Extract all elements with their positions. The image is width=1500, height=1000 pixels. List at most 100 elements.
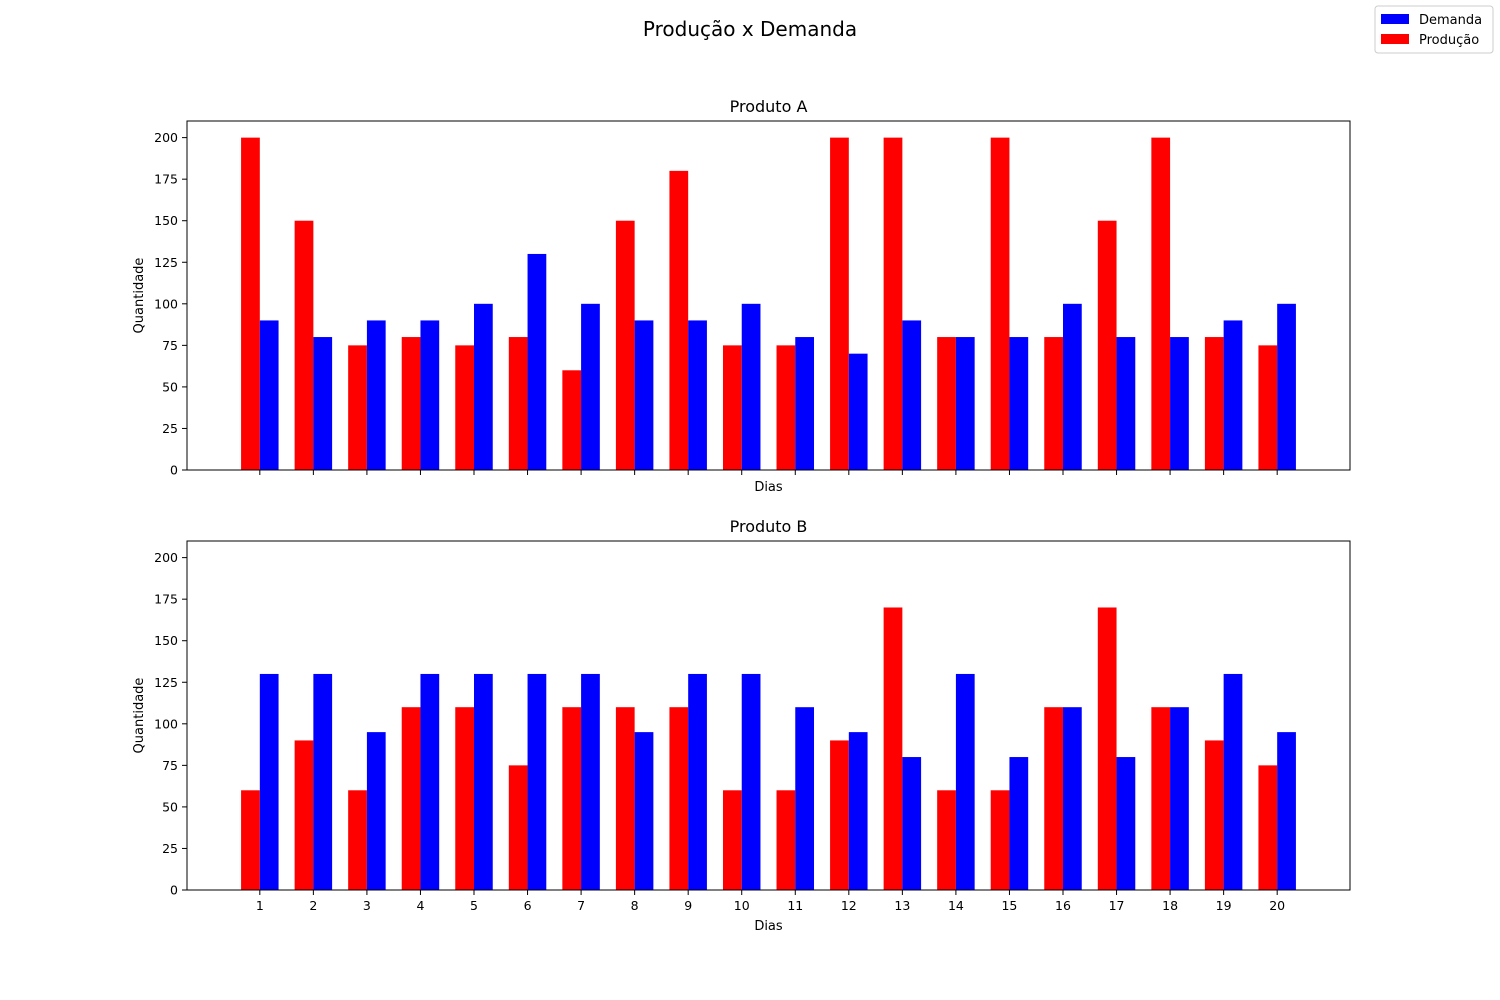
x-tick-label: 17	[1109, 898, 1125, 913]
x-tick-label: 8	[631, 898, 639, 913]
bar-producao-day-7	[562, 370, 582, 470]
bar-demanda-day-15	[1009, 757, 1029, 890]
bar-producao-day-8	[615, 707, 635, 890]
bar-producao-day-18	[1151, 137, 1171, 470]
x-tick-label: 12	[841, 898, 857, 913]
bar-producao-day-9	[669, 707, 689, 890]
subplot-title: Produto A	[730, 97, 808, 116]
bar-producao-day-16	[1044, 707, 1063, 890]
y-tick-label: 150	[154, 633, 178, 648]
bar-producao-day-9	[669, 170, 689, 471]
x-tick-label: 19	[1216, 898, 1232, 913]
bar-producao-day-14	[937, 790, 956, 890]
x-tick-label: 6	[524, 898, 532, 913]
bar-producao-day-3	[348, 790, 367, 890]
bar-producao-day-16	[1044, 337, 1063, 470]
bar-demanda-day-5	[474, 303, 493, 470]
bar-demanda-day-9	[688, 320, 707, 470]
bar-producao-day-2	[294, 740, 314, 890]
y-tick-label: 0	[170, 883, 178, 898]
x-tick-label: 18	[1162, 898, 1178, 913]
bar-producao-day-3	[348, 345, 367, 470]
y-tick-label: 100	[154, 716, 178, 731]
x-tick-label: 16	[1055, 898, 1071, 913]
y-tick-label: 200	[154, 130, 178, 145]
subplot-produto-a: 0 25 50 75 100 125 150 175 200 Produto A Dias Quant…	[132, 97, 1351, 495]
bar-demanda-day-17	[1116, 757, 1136, 890]
bar-demanda-day-3	[366, 732, 386, 890]
bar-producao-day-13	[883, 607, 903, 890]
bar-producao-day-11	[776, 790, 796, 890]
bar-demanda-day-18	[1170, 337, 1189, 470]
y-axis-label: Quantidade	[132, 678, 147, 754]
bar-demanda-day-7	[581, 303, 600, 470]
bar-producao-day-15	[990, 790, 1010, 890]
bar-demanda-day-8	[634, 732, 654, 890]
y-tick-label: 50	[162, 379, 178, 394]
y-tick-label: 25	[162, 841, 178, 856]
bar-demanda-day-12	[848, 353, 868, 470]
bar-producao-day-5	[455, 707, 474, 890]
bar-producao-day-8	[615, 220, 635, 470]
bar-demanda-day-14	[955, 337, 975, 470]
bar-producao-day-19	[1204, 337, 1224, 470]
bar-producao-day-4	[401, 707, 421, 890]
x-axis-label: Dias	[754, 480, 783, 495]
bar-demanda-day-14	[955, 673, 975, 890]
legend-swatch-demanda	[1381, 14, 1409, 24]
y-tick-label: 100	[154, 296, 178, 311]
bar-demanda-day-13	[902, 320, 922, 470]
bar-demanda-day-7	[581, 673, 600, 890]
bar-producao-day-15	[990, 137, 1010, 470]
bar-producao-day-14	[937, 337, 956, 470]
legend-label-demanda: Demanda	[1419, 13, 1482, 28]
y-tick-label: 75	[162, 338, 178, 353]
bar-demanda-day-1	[259, 673, 279, 890]
bar-demanda-day-4	[420, 320, 440, 470]
x-tick-label: 14	[948, 898, 964, 913]
x-tick-label: 9	[684, 898, 692, 913]
bar-producao-day-10	[722, 345, 742, 470]
bar-producao-day-6	[508, 765, 528, 890]
bar-producao-day-12	[830, 740, 849, 890]
x-tick-label: 1	[256, 898, 264, 913]
bar-demanda-day-1	[259, 320, 279, 470]
bar-producao-day-4	[401, 337, 421, 470]
bar-producao-day-2	[294, 220, 314, 470]
bar-demanda-day-20	[1277, 732, 1296, 890]
bar-producao-day-12	[830, 137, 849, 470]
y-tick-label: 0	[170, 463, 178, 478]
bar-producao-day-10	[722, 790, 742, 890]
legend-label-producao: Produção	[1419, 33, 1479, 48]
bar-demanda-day-6	[527, 253, 547, 470]
bar-demanda-day-2	[313, 673, 333, 890]
bar-demanda-day-17	[1116, 337, 1136, 470]
y-tick-label: 125	[154, 675, 178, 690]
bar-producao-day-6	[508, 337, 528, 470]
bar-demanda-day-11	[795, 707, 815, 890]
y-tick-label: 25	[162, 421, 178, 436]
bar-demanda-day-5	[474, 673, 493, 890]
bar-demanda-day-11	[795, 337, 815, 470]
bar-demanda-day-20	[1277, 303, 1296, 470]
y-tick-label: 175	[154, 592, 178, 607]
bar-producao-day-17	[1097, 220, 1117, 470]
y-tick-label: 150	[154, 213, 178, 228]
bar-demanda-day-2	[313, 337, 333, 470]
bar-demanda-day-4	[420, 673, 440, 890]
bar-demanda-day-13	[902, 757, 922, 890]
bar-demanda-day-6	[527, 673, 547, 890]
bar-demanda-day-8	[634, 320, 654, 470]
x-tick-label: 11	[787, 898, 803, 913]
y-tick-label: 125	[154, 255, 178, 270]
bar-producao-day-7	[562, 707, 582, 890]
bar-demanda-day-19	[1223, 673, 1243, 890]
y-tick-label: 200	[154, 550, 178, 565]
bar-producao-day-20	[1258, 345, 1278, 470]
figure-title: Produção x Demanda	[643, 17, 857, 41]
x-tick-label: 13	[894, 898, 910, 913]
x-tick-label: 5	[470, 898, 478, 913]
x-tick-label: 7	[577, 898, 585, 913]
bar-producao-day-1	[241, 137, 260, 470]
